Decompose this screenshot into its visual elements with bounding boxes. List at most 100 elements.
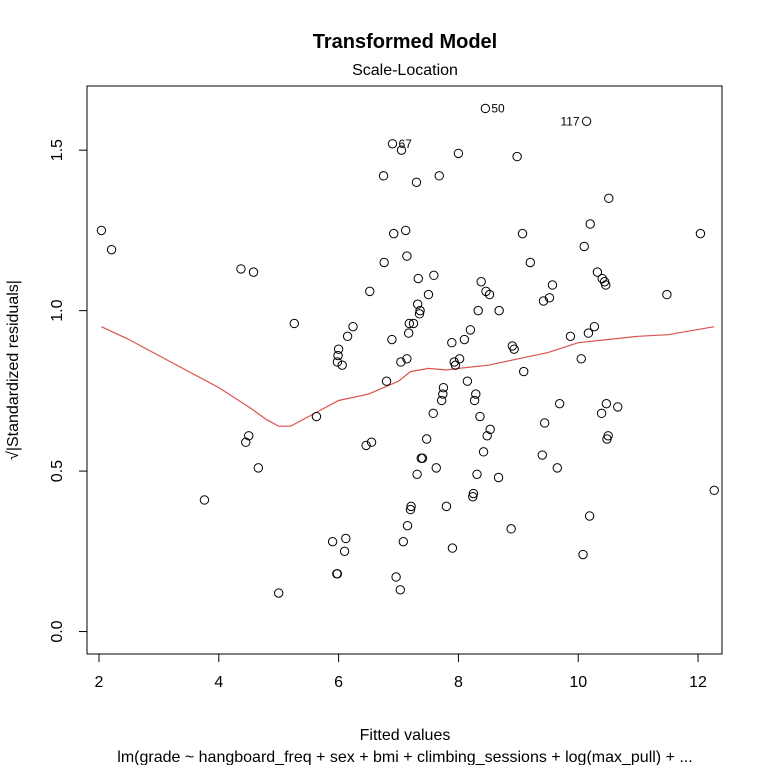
data-point	[581, 116, 592, 126]
data-point	[428, 408, 438, 419]
data-point	[391, 572, 401, 582]
data-point	[512, 151, 522, 162]
data-point	[411, 177, 422, 187]
data-point	[412, 299, 423, 309]
data-point	[484, 289, 495, 300]
x-tick-label: 6	[334, 674, 343, 691]
data-point	[361, 440, 371, 451]
data-point	[476, 277, 486, 287]
data-point	[509, 344, 519, 354]
data-point	[537, 450, 547, 460]
data-point	[423, 289, 434, 300]
data-point	[402, 520, 413, 531]
data-point	[412, 469, 422, 479]
data-point	[613, 402, 623, 412]
data-point	[576, 354, 586, 364]
data-point	[579, 241, 589, 252]
data-point	[273, 588, 284, 598]
smoother-layer	[101, 326, 715, 427]
x-tick-label: 12	[689, 674, 707, 691]
data-point	[438, 389, 448, 399]
data-point	[519, 366, 529, 377]
y-tick-label: 0.0	[49, 620, 66, 642]
x-axis-label: Fitted values	[360, 727, 451, 744]
data-point	[468, 488, 479, 499]
data-point	[396, 145, 407, 155]
data-point	[413, 273, 423, 284]
data-point	[583, 328, 594, 338]
point-label: 50	[491, 101, 505, 115]
data-point	[578, 549, 588, 560]
data-point	[584, 511, 595, 521]
chart-caption: lm(grade ~ hangboard_freq + sex + bmi + …	[117, 749, 692, 765]
y-axis-label: √|Standardized residuals|	[5, 280, 22, 460]
data-point	[506, 524, 516, 534]
data-point	[601, 280, 611, 290]
data-point	[438, 382, 449, 393]
data-point	[447, 543, 458, 553]
data-point	[403, 328, 414, 338]
data-point	[365, 286, 375, 297]
x-tick-label: 10	[569, 674, 587, 691]
data-point	[332, 569, 343, 579]
data-point	[414, 309, 425, 319]
data-point	[332, 357, 343, 367]
data-point	[342, 331, 353, 342]
point-labels-layer: 50 117 67	[399, 101, 580, 150]
data-point	[709, 485, 719, 496]
data-point	[473, 305, 483, 316]
data-point	[398, 536, 409, 547]
data-point	[333, 344, 344, 354]
points-layer	[96, 103, 719, 598]
data-point	[481, 286, 491, 297]
data-point	[554, 398, 565, 409]
data-point	[402, 354, 412, 364]
data-point	[395, 585, 406, 595]
data-point	[387, 334, 397, 345]
data-point	[517, 228, 528, 239]
data-point	[341, 533, 351, 544]
data-point	[482, 431, 492, 441]
data-point	[389, 228, 399, 239]
data-point	[436, 395, 447, 406]
data-point	[471, 389, 481, 399]
data-point	[96, 225, 107, 236]
data-point	[402, 251, 412, 261]
smoother-line	[101, 326, 715, 427]
data-point	[408, 318, 419, 329]
data-point	[337, 360, 347, 370]
data-point	[539, 418, 550, 428]
data-point	[695, 228, 706, 239]
data-point	[589, 321, 600, 332]
data-point	[603, 431, 613, 441]
data-point	[585, 219, 595, 229]
data-point	[478, 447, 489, 457]
x-tick-label: 4	[214, 674, 223, 691]
data-point	[429, 270, 439, 281]
data-point	[311, 411, 322, 422]
data-point	[289, 318, 299, 329]
data-point	[431, 463, 441, 473]
data-point	[406, 501, 416, 512]
data-point	[405, 504, 416, 515]
data-point	[525, 257, 536, 268]
data-point	[604, 193, 614, 204]
data-point	[241, 437, 251, 447]
data-point	[662, 289, 672, 300]
y-tick-label: 1.0	[49, 299, 66, 321]
data-point	[552, 463, 562, 473]
data-point	[396, 357, 406, 367]
data-point	[339, 546, 350, 557]
data-point	[592, 267, 603, 277]
data-point	[494, 305, 504, 316]
axes: 2 4 6 8 10 12 0.0 0.5 1.0 1.5	[49, 139, 707, 691]
data-point	[469, 395, 480, 406]
data-point	[434, 171, 444, 181]
data-point	[106, 244, 117, 255]
data-point	[441, 501, 452, 512]
data-point	[454, 354, 465, 364]
data-point	[381, 376, 392, 386]
data-point	[327, 536, 338, 547]
data-point	[544, 293, 555, 303]
